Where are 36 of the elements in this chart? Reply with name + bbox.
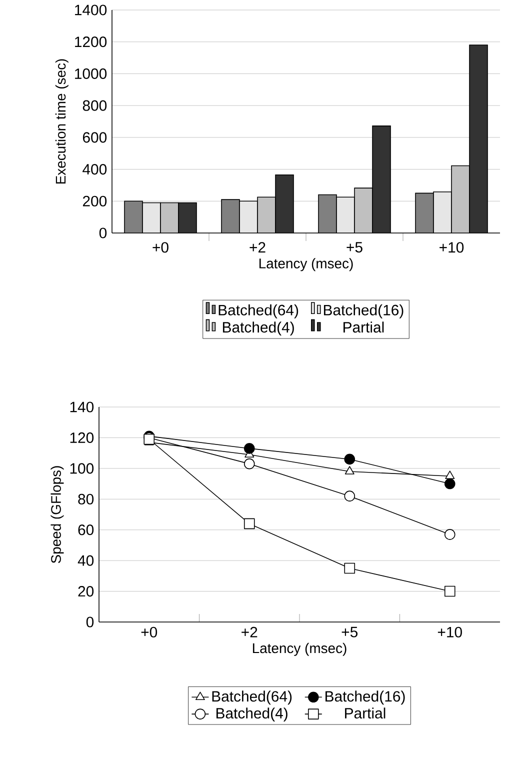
x-tick-label: +0 <box>141 626 158 638</box>
y-tick-label: 800 <box>82 100 107 111</box>
legend-label: Batched(4) <box>222 322 294 336</box>
y-tick-label: 400 <box>82 164 107 175</box>
y-tick-label: 1200 <box>75 36 107 48</box>
legend-label: Partial <box>345 708 386 719</box>
y-axis-title: Speed (GFlops) <box>50 466 64 564</box>
x-tick-label: +5 <box>346 242 362 253</box>
y-tick-label: 1000 <box>75 68 107 79</box>
y-tick-label: 20 <box>78 586 94 597</box>
y-tick-label: 200 <box>82 196 107 206</box>
y-tick-label: 80 <box>78 494 94 504</box>
x-tick-label: +5 <box>342 626 358 638</box>
legend-label: Batched(64) <box>212 690 292 705</box>
y-tick-label: 40 <box>78 555 94 566</box>
y-tick-label: 60 <box>78 524 94 536</box>
x-tick-label: +2 <box>250 242 266 253</box>
x-axis-title: Latency (msec) <box>259 258 353 272</box>
legend-label: Batched(16) <box>326 690 405 705</box>
y-tick-label: 0 <box>99 228 107 238</box>
y-tick-label: 100 <box>70 463 94 474</box>
legend-label: Batched(64) <box>218 304 298 318</box>
y-tick-label: 600 <box>82 132 107 143</box>
x-axis-title: Latency (msec) <box>252 642 346 656</box>
legend-label: Batched(4) <box>216 708 288 722</box>
legend-label: Partial <box>344 322 384 333</box>
x-tick-label: +10 <box>438 626 462 638</box>
y-tick-label: 140 <box>70 402 94 412</box>
x-tick-label: +10 <box>440 242 464 253</box>
x-tick-label: +0 <box>152 242 168 253</box>
y-tick-label: 0 <box>86 616 94 628</box>
y-tick-label: 120 <box>70 432 94 443</box>
y-axis-title: Execution time (sec) <box>55 59 68 184</box>
legend-label: Batched(16) <box>324 304 404 318</box>
y-tick-label: 1400 <box>75 4 107 16</box>
x-tick-label: +2 <box>242 626 258 638</box>
